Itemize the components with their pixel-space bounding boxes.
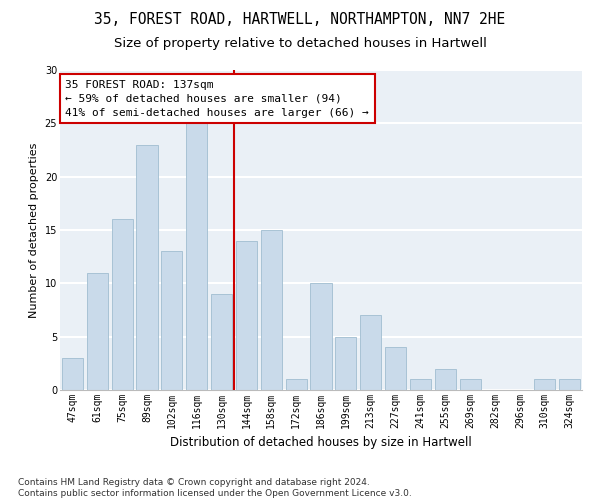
Text: Size of property relative to detached houses in Hartwell: Size of property relative to detached ho… bbox=[113, 38, 487, 51]
Bar bbox=[460, 380, 481, 390]
Bar bbox=[360, 316, 381, 390]
Bar bbox=[211, 294, 232, 390]
Bar bbox=[335, 336, 356, 390]
Bar bbox=[286, 380, 307, 390]
Text: 35, FOREST ROAD, HARTWELL, NORTHAMPTON, NN7 2HE: 35, FOREST ROAD, HARTWELL, NORTHAMPTON, … bbox=[94, 12, 506, 28]
Bar bbox=[385, 348, 406, 390]
Bar bbox=[435, 368, 456, 390]
Bar bbox=[62, 358, 83, 390]
Bar bbox=[410, 380, 431, 390]
Text: Contains HM Land Registry data © Crown copyright and database right 2024.
Contai: Contains HM Land Registry data © Crown c… bbox=[18, 478, 412, 498]
Bar bbox=[136, 144, 158, 390]
Text: 35 FOREST ROAD: 137sqm
← 59% of detached houses are smaller (94)
41% of semi-det: 35 FOREST ROAD: 137sqm ← 59% of detached… bbox=[65, 80, 369, 118]
Y-axis label: Number of detached properties: Number of detached properties bbox=[29, 142, 39, 318]
Bar bbox=[186, 124, 207, 390]
Bar bbox=[161, 252, 182, 390]
X-axis label: Distribution of detached houses by size in Hartwell: Distribution of detached houses by size … bbox=[170, 436, 472, 450]
Bar bbox=[559, 380, 580, 390]
Bar bbox=[236, 240, 257, 390]
Bar bbox=[534, 380, 555, 390]
Bar bbox=[112, 220, 133, 390]
Bar bbox=[87, 272, 108, 390]
Bar bbox=[310, 284, 332, 390]
Bar bbox=[261, 230, 282, 390]
